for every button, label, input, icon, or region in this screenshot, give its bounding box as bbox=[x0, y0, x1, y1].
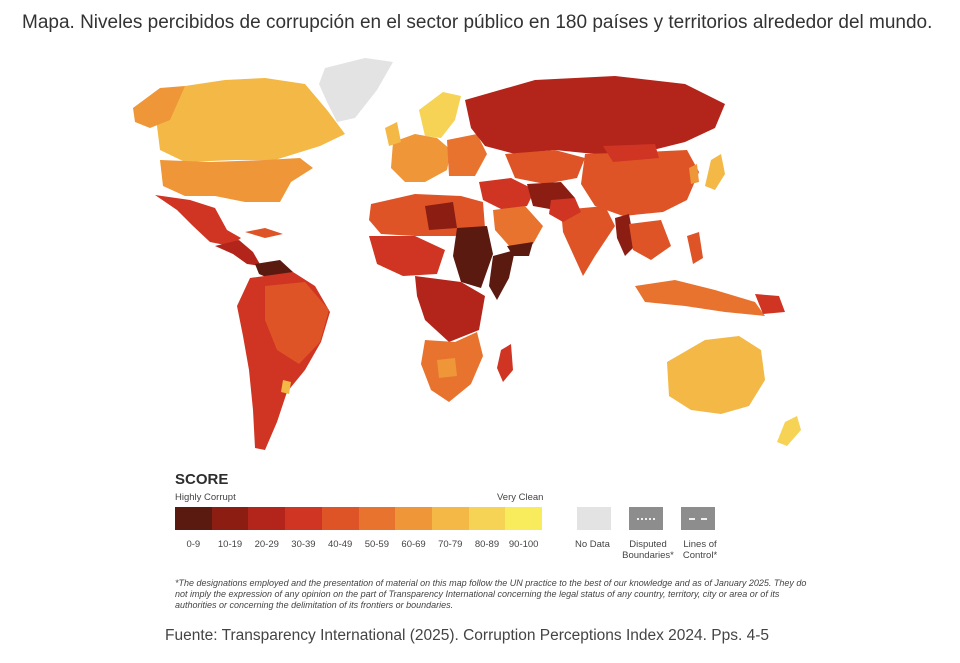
map-libya bbox=[425, 202, 457, 230]
map-madagascar bbox=[497, 344, 513, 382]
legend-high-label: Very Clean bbox=[497, 492, 544, 503]
legend-swatch-0 bbox=[175, 507, 212, 530]
legend-swatch-4 bbox=[321, 507, 359, 530]
legend-color-scale bbox=[175, 507, 543, 530]
map-botswana bbox=[437, 358, 457, 378]
map-uruguay bbox=[281, 380, 291, 394]
no-data-label: No Data bbox=[575, 539, 610, 550]
map-sudan bbox=[453, 226, 493, 288]
source-citation: Fuente: Transparency International (2025… bbox=[165, 627, 769, 644]
map-new-zealand bbox=[777, 416, 801, 446]
legend-swatch-9 bbox=[505, 507, 543, 530]
disputed-boundaries-swatch bbox=[629, 507, 663, 530]
legend-swatch-5 bbox=[358, 507, 396, 530]
map-central-america bbox=[215, 240, 261, 266]
map-middle-east bbox=[479, 178, 535, 210]
map-mongolia bbox=[603, 144, 659, 162]
map-png bbox=[755, 294, 785, 314]
map-eastern-europe bbox=[447, 134, 487, 176]
map-central-asia bbox=[505, 150, 585, 184]
map-mexico bbox=[155, 195, 241, 246]
legend-swatch-8 bbox=[468, 507, 506, 530]
map-russia bbox=[465, 76, 725, 154]
page-title: Mapa. Niveles percibidos de corrupción e… bbox=[22, 12, 933, 33]
map-alaska bbox=[133, 86, 185, 128]
lines-of-control-swatch bbox=[681, 507, 715, 530]
map-europe-west bbox=[391, 134, 451, 182]
map-caribbean bbox=[245, 228, 283, 238]
legend-title: SCORE bbox=[175, 471, 229, 488]
legend-tick-label: 80-89 bbox=[474, 539, 500, 550]
legend-tick-label: 50-59 bbox=[364, 539, 390, 550]
legend-swatch-1 bbox=[211, 507, 249, 530]
legend-swatch-6 bbox=[395, 507, 432, 530]
legend-tick-label: 90-100 bbox=[508, 539, 539, 550]
map-southeast-asia bbox=[629, 220, 671, 260]
legend-tick-label: 70-79 bbox=[438, 539, 463, 550]
legend-tick-labels: 0-9 10-19 20-29 30-39 40-49 50-59 60-69 70-79 80… bbox=[175, 539, 542, 550]
map-india bbox=[561, 206, 615, 276]
disputed-boundaries-label: Disputed Boundaries* bbox=[622, 539, 674, 561]
map-australia bbox=[667, 336, 765, 414]
legend-tick-label: 20-29 bbox=[254, 539, 279, 550]
map-scandinavia bbox=[419, 92, 461, 138]
map-indonesia bbox=[635, 280, 765, 316]
legend-tick-label: 0-9 bbox=[186, 539, 201, 550]
map-west-africa bbox=[369, 236, 445, 276]
map-korea bbox=[689, 164, 699, 184]
lines-of-control-label: Lines of Control* bbox=[682, 539, 718, 561]
map-uk bbox=[385, 122, 401, 146]
map-arabia bbox=[493, 206, 543, 248]
legend-tick-label: 30-39 bbox=[291, 539, 316, 550]
legend-tick-label: 40-49 bbox=[328, 539, 353, 550]
legend-swatch-2 bbox=[248, 507, 286, 530]
map-brazil bbox=[265, 282, 329, 364]
legend-tick-label: 10-19 bbox=[217, 539, 243, 550]
world-map bbox=[133, 58, 801, 450]
map-canada bbox=[155, 78, 345, 162]
map-central-africa bbox=[415, 276, 485, 342]
map-somalia bbox=[489, 250, 515, 300]
map-usa bbox=[160, 158, 313, 202]
no-data-swatch bbox=[577, 507, 611, 530]
legend-swatch-3 bbox=[285, 507, 322, 530]
map-japan bbox=[705, 154, 725, 190]
map-greenland bbox=[319, 58, 393, 122]
legend-swatch-7 bbox=[431, 507, 469, 530]
map-philippines bbox=[687, 232, 703, 264]
disclaimer-note: *The designations employed and the prese… bbox=[175, 578, 807, 610]
map-pakistan bbox=[549, 198, 581, 222]
legend-tick-label: 60-69 bbox=[401, 539, 426, 550]
legend-low-label: Highly Corrupt bbox=[175, 492, 236, 503]
map-china bbox=[581, 150, 699, 216]
